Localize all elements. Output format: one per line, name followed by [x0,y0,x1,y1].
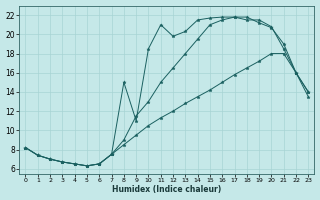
X-axis label: Humidex (Indice chaleur): Humidex (Indice chaleur) [112,185,221,194]
